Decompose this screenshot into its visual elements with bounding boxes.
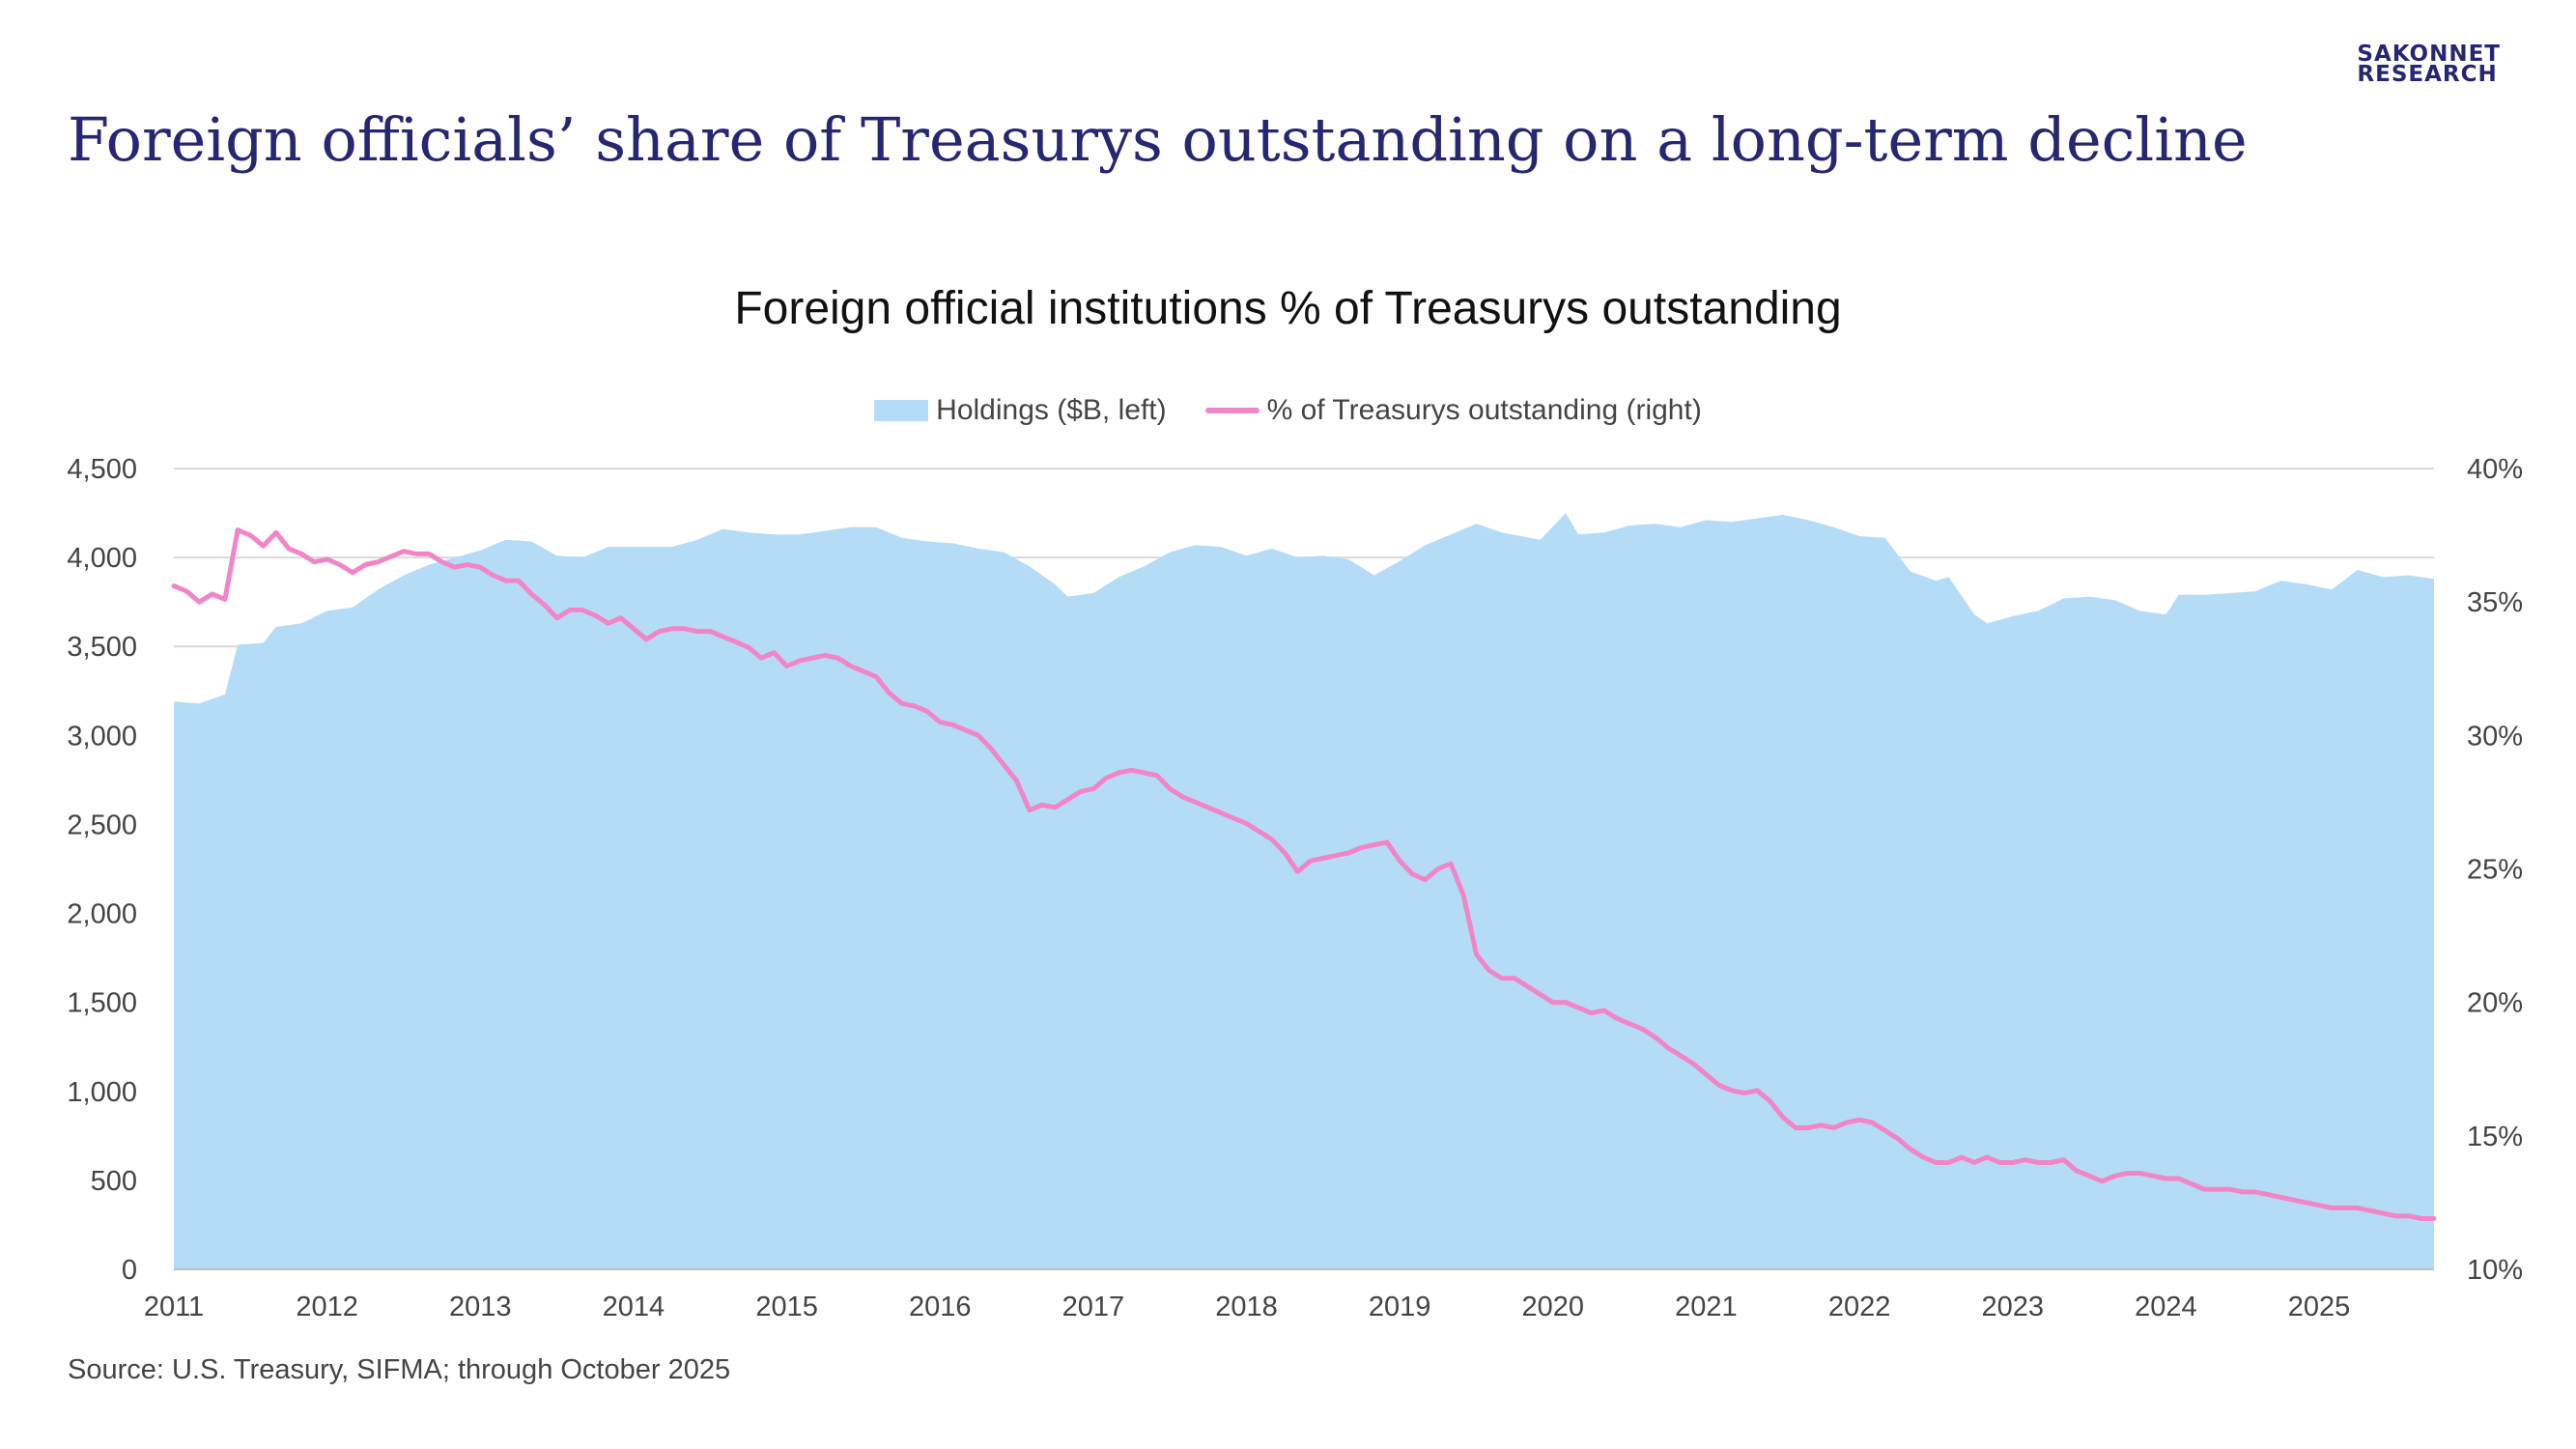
x-tick-label: 2019 bbox=[1369, 1292, 1431, 1322]
x-tick-label: 2024 bbox=[2135, 1292, 2197, 1322]
x-tick-label: 2025 bbox=[2288, 1292, 2351, 1322]
y-left-tick-label: 1,500 bbox=[67, 988, 137, 1019]
logo-line1: SAKONNET bbox=[2357, 42, 2501, 67]
company-logo: SAKONNET RESEARCH bbox=[2357, 42, 2501, 87]
x-tick-label: 2012 bbox=[296, 1292, 358, 1322]
legend-label-percent: % of Treasurys outstanding (right) bbox=[1266, 394, 1702, 426]
y-right-tick-label: 25% bbox=[2467, 855, 2523, 886]
x-tick-label: 2016 bbox=[909, 1292, 972, 1322]
x-tick-label: 2017 bbox=[1062, 1292, 1125, 1322]
y-left-tick-label: 4,000 bbox=[67, 543, 137, 574]
source-note: Source: U.S. Treasury, SIFMA; through Oc… bbox=[68, 1354, 731, 1385]
logo-line2: RESEARCH bbox=[2357, 62, 2498, 87]
y-left-tick-label: 500 bbox=[91, 1166, 137, 1197]
x-tick-label: 2020 bbox=[1522, 1292, 1585, 1322]
y-left-tick-label: 3,500 bbox=[67, 632, 137, 663]
legend-item-holdings: Holdings ($B, left) bbox=[874, 394, 1167, 427]
x-tick-label: 2015 bbox=[755, 1292, 818, 1322]
y-left-tick-label: 0 bbox=[122, 1255, 137, 1286]
x-tick-label: 2011 bbox=[144, 1292, 204, 1322]
legend-item-percent: % of Treasurys outstanding (right) bbox=[1204, 394, 1702, 427]
y-right-tick-label: 20% bbox=[2467, 988, 2523, 1019]
x-tick-label: 2014 bbox=[603, 1292, 665, 1322]
chart-title: Foreign official institutions % of Treas… bbox=[734, 283, 1842, 334]
y-right-tick-label: 40% bbox=[2467, 454, 2523, 485]
series-percent-line bbox=[171, 527, 2437, 1221]
y-right-tick-label: 10% bbox=[2467, 1255, 2523, 1286]
y-left-tick-label: 2,000 bbox=[67, 899, 137, 930]
x-tick-label: 2013 bbox=[449, 1292, 512, 1322]
x-tick-label: 2023 bbox=[1981, 1292, 2044, 1322]
y-right-tick-label: 30% bbox=[2467, 721, 2523, 752]
x-tick-label: 2018 bbox=[1215, 1292, 1278, 1322]
legend-label-holdings: Holdings ($B, left) bbox=[936, 394, 1167, 426]
y-left-tick-label: 4,500 bbox=[67, 454, 137, 485]
slide-headline: Foreign officials’ share of Treasurys ou… bbox=[68, 104, 2248, 175]
legend-swatch-line bbox=[1204, 408, 1260, 413]
x-tick-label: 2021 bbox=[1675, 1292, 1738, 1322]
y-right-tick-label: 35% bbox=[2467, 587, 2523, 618]
series-holdings-area bbox=[174, 513, 2434, 1269]
y-left-tick-label: 3,000 bbox=[67, 721, 137, 752]
x-tick-label: 2022 bbox=[1828, 1292, 1891, 1322]
chart-legend: Holdings ($B, left) % of Treasurys outst… bbox=[0, 394, 2576, 427]
y-right-tick-label: 15% bbox=[2467, 1122, 2523, 1152]
legend-swatch-area bbox=[874, 400, 929, 421]
y-left-tick-label: 2,500 bbox=[67, 810, 137, 840]
y-left-tick-label: 1,000 bbox=[67, 1077, 137, 1108]
